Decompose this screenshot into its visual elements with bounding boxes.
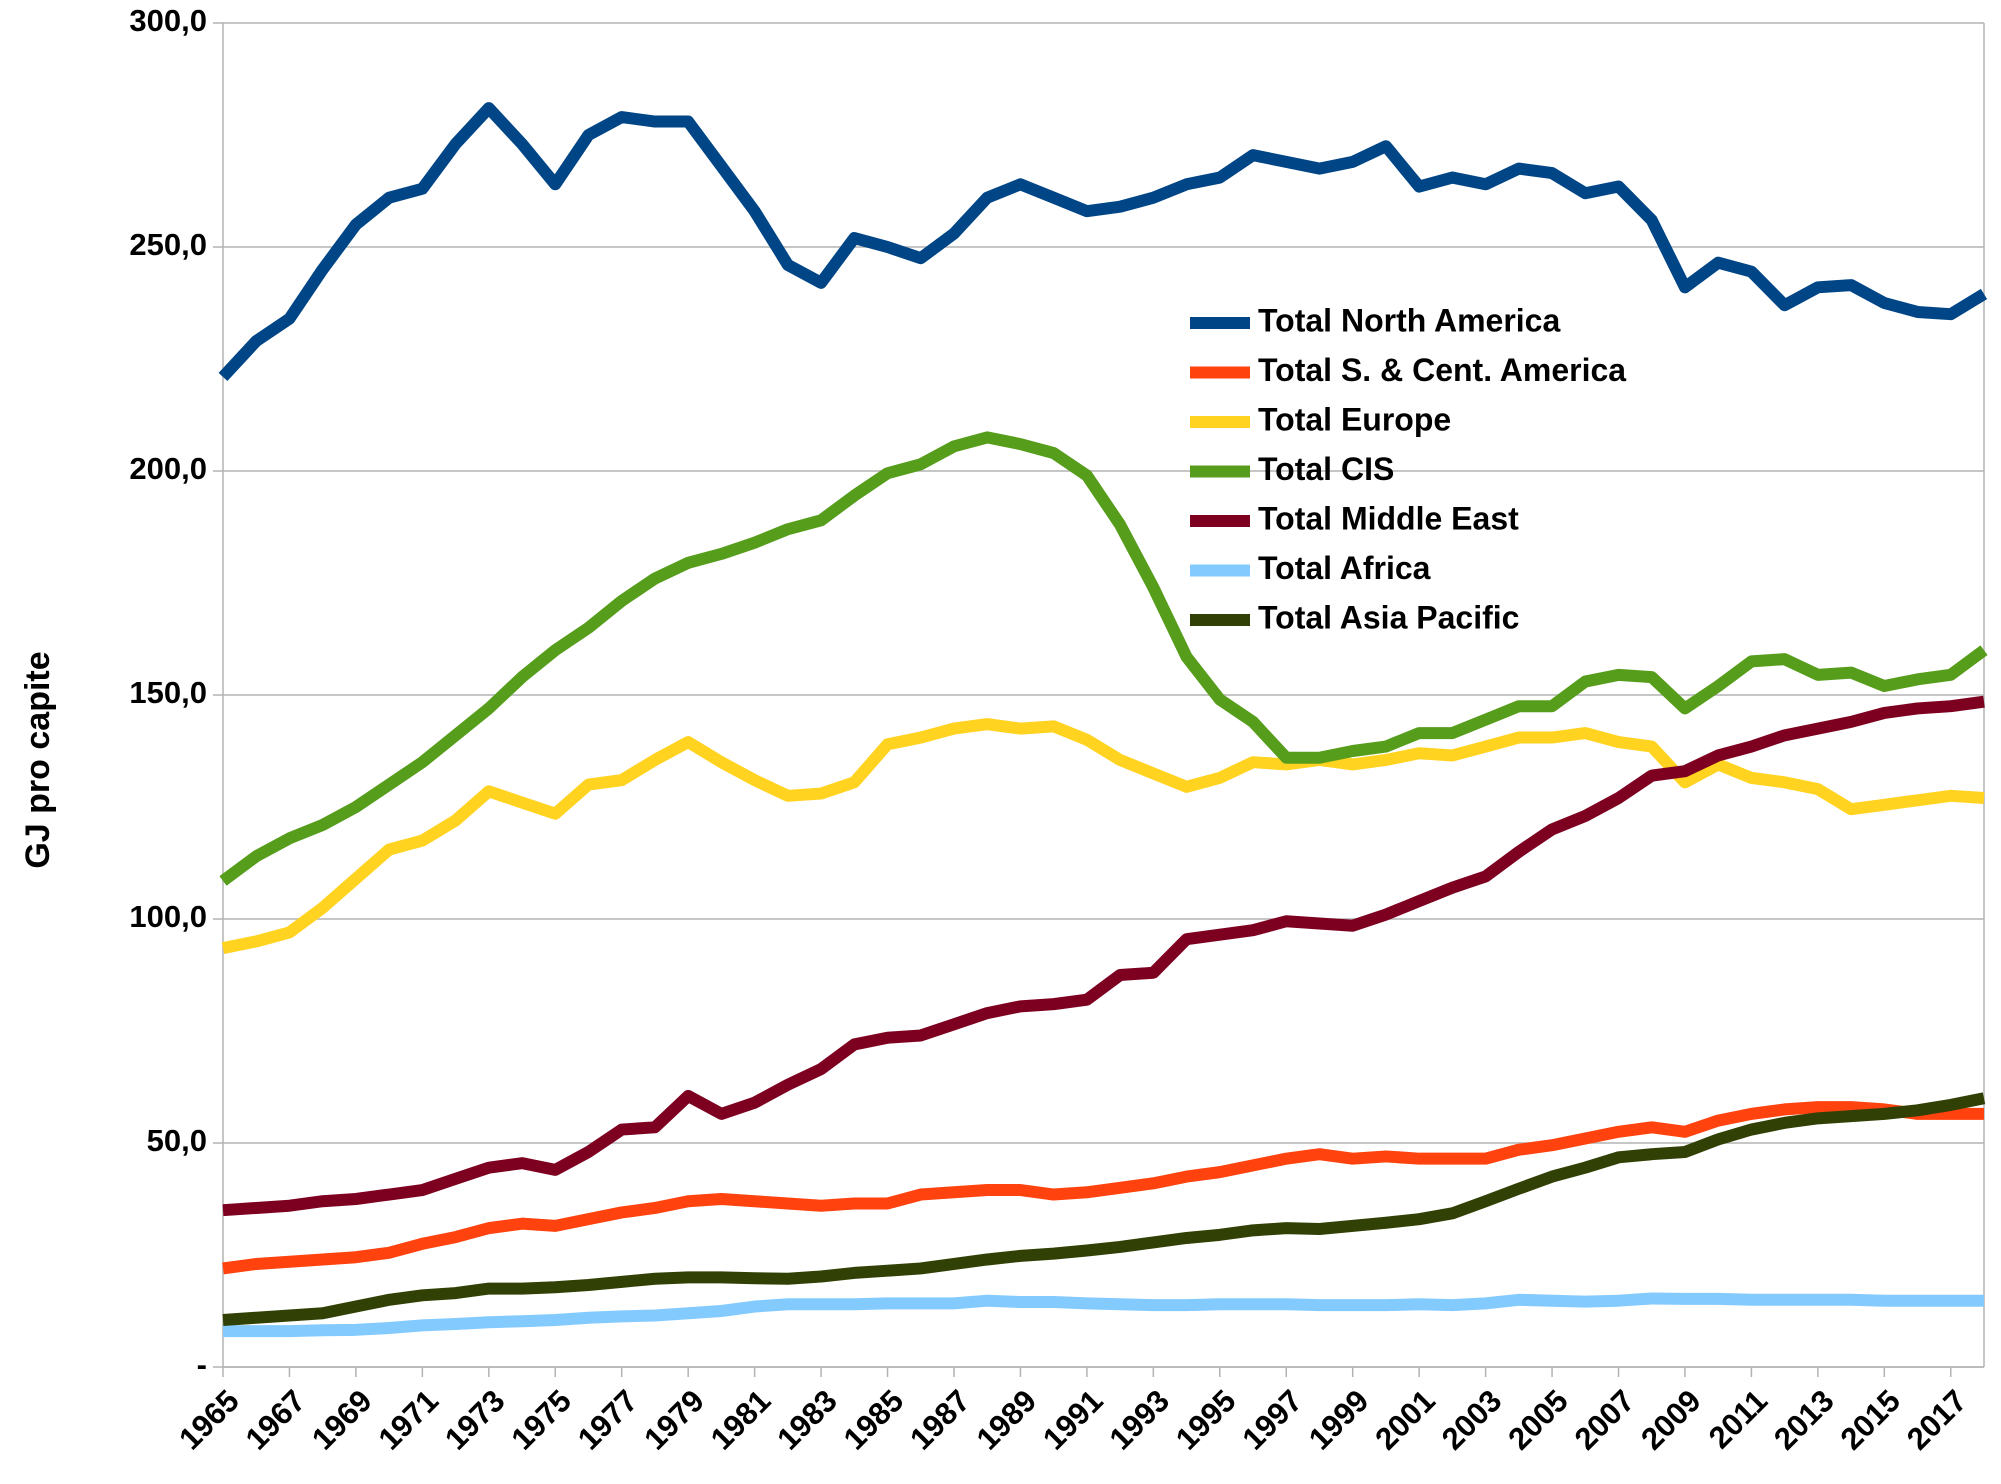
x-tick-label: 1991	[1036, 1383, 1110, 1457]
x-tick-label: 1965	[172, 1383, 246, 1457]
x-tick-label: 1983	[770, 1383, 844, 1457]
series-line	[219, 431, 1988, 886]
x-tick-label: 1999	[1302, 1383, 1376, 1457]
y-tick-label: 250,0	[129, 227, 207, 262]
x-tick-label: 2015	[1834, 1383, 1908, 1457]
x-tick-label: 2003	[1435, 1383, 1509, 1457]
y-tick-label: 300,0	[129, 3, 207, 38]
x-tick-label: 1997	[1235, 1383, 1309, 1457]
x-tick-label: 2017	[1900, 1383, 1974, 1457]
x-tick-label: 1993	[1103, 1383, 1177, 1457]
x-tick-label: 1977	[571, 1383, 645, 1457]
x-tick-label: 2007	[1568, 1383, 1642, 1457]
legend-label: Total Europe	[1258, 401, 1451, 437]
series-line	[221, 718, 1985, 955]
x-tick-label: 1967	[239, 1383, 313, 1457]
series-line	[218, 102, 1988, 381]
x-tick-label: 1985	[837, 1383, 911, 1457]
legend-label: Total Asia Pacific	[1258, 599, 1519, 635]
x-tick-label: 2001	[1368, 1383, 1442, 1457]
x-tick-label: 1973	[438, 1383, 512, 1457]
series-line	[222, 1101, 1984, 1275]
legend-label: Total North America	[1258, 302, 1560, 338]
series-line	[223, 1292, 1984, 1338]
x-tick-label: 2005	[1501, 1383, 1575, 1457]
series-line	[222, 1092, 1986, 1326]
legend-label: Total CIS	[1258, 451, 1394, 487]
y-tick-label: 150,0	[129, 675, 207, 710]
x-tick-label: 1987	[903, 1383, 977, 1457]
series-line	[222, 695, 1985, 1217]
x-tick-label: 1971	[372, 1383, 446, 1457]
legend-label: Total S. & Cent. America	[1258, 352, 1626, 388]
x-tick-label: 1975	[504, 1383, 578, 1457]
x-tick-label: 2013	[1767, 1383, 1841, 1457]
y-tick-label: 200,0	[129, 451, 207, 486]
x-tick-label: 1995	[1169, 1383, 1243, 1457]
x-tick-label: 1981	[704, 1383, 778, 1457]
y-tick-label: 100,0	[129, 899, 207, 934]
legend-label: Total Africa	[1258, 550, 1431, 586]
y-tick-label: -	[197, 1347, 207, 1382]
x-tick-label: 1979	[637, 1383, 711, 1457]
x-tick-label: 2009	[1634, 1383, 1708, 1457]
x-tick-label: 2011	[1702, 1383, 1774, 1455]
x-tick-label: 1989	[970, 1383, 1044, 1457]
y-axis-label: GJ pro capite	[19, 651, 57, 868]
x-tick-label: 1969	[305, 1383, 379, 1457]
legend-label: Total Middle East	[1258, 500, 1519, 536]
y-tick-label: 50,0	[147, 1123, 207, 1158]
